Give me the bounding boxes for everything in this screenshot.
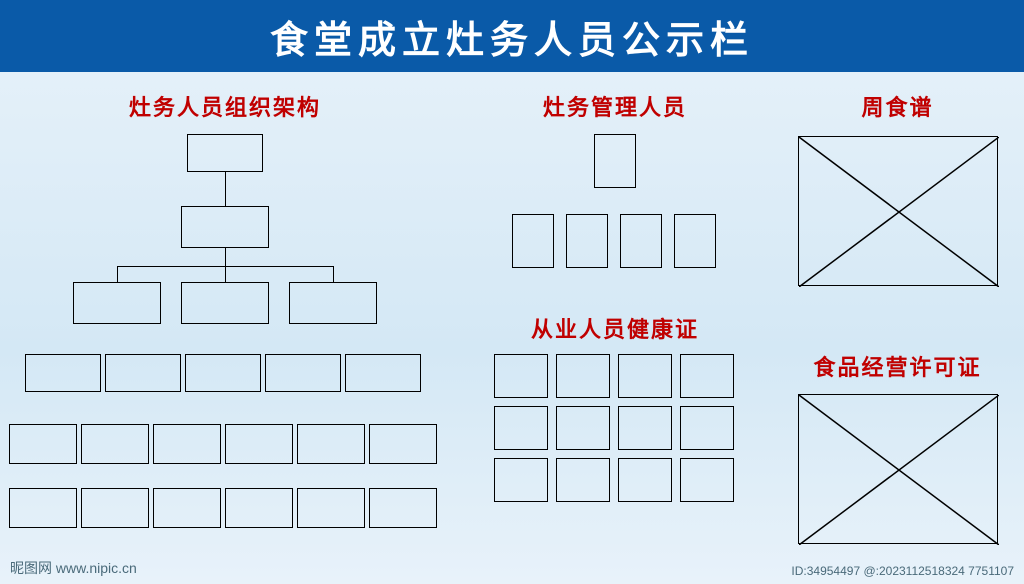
org-title: 灶务人员组织架构 <box>0 90 450 122</box>
org-box-l4 <box>265 354 341 392</box>
menu-placeholder <box>798 136 998 286</box>
health-box <box>556 354 610 398</box>
manager-box <box>566 214 608 268</box>
header-title: 食堂成立灶务人员公示栏 <box>270 9 754 64</box>
managers-grid <box>480 134 750 304</box>
org-box-l6 <box>225 488 293 528</box>
manager-box <box>674 214 716 268</box>
org-box-l2 <box>181 206 269 248</box>
health-box <box>680 458 734 502</box>
license-title: 食品经营许可证 <box>785 350 1010 382</box>
health-grid <box>480 354 750 534</box>
org-box-l5 <box>81 424 149 464</box>
org-box-l1 <box>187 134 263 172</box>
health-box <box>494 458 548 502</box>
manager-box-top <box>594 134 636 188</box>
org-box-l3 <box>73 282 161 324</box>
org-box-l4 <box>185 354 261 392</box>
license-placeholder <box>798 394 998 544</box>
health-box <box>556 458 610 502</box>
org-box-l4 <box>25 354 101 392</box>
org-box-l6 <box>9 488 77 528</box>
footer-meta: ID:34954497 @:2023112518324 7751107 <box>791 564 1014 578</box>
org-box-l6 <box>81 488 149 528</box>
org-box-l3 <box>181 282 269 324</box>
health-box <box>618 458 672 502</box>
health-box <box>556 406 610 450</box>
health-box <box>680 354 734 398</box>
health-box <box>680 406 734 450</box>
org-box-l4 <box>105 354 181 392</box>
manager-box <box>620 214 662 268</box>
org-chart-canvas <box>0 134 450 554</box>
section-managers: 灶务管理人员 <box>480 90 750 304</box>
header-bar: 食堂成立灶务人员公示栏 <box>0 0 1024 72</box>
health-box <box>494 354 548 398</box>
org-box-l5 <box>153 424 221 464</box>
section-org-chart: 灶务人员组织架构 <box>0 90 450 554</box>
x-icon <box>799 395 999 545</box>
footer-site: 昵图网 www.nipic.cn <box>10 558 137 578</box>
org-box-l6 <box>153 488 221 528</box>
health-box <box>618 354 672 398</box>
health-box <box>618 406 672 450</box>
org-box-l5 <box>369 424 437 464</box>
org-box-l5 <box>225 424 293 464</box>
org-box-l5 <box>9 424 77 464</box>
section-license: 食品经营许可证 <box>785 350 1010 544</box>
x-icon <box>799 137 999 287</box>
org-box-l6 <box>369 488 437 528</box>
section-health: 从业人员健康证 <box>480 312 750 534</box>
health-box <box>494 406 548 450</box>
manager-box <box>512 214 554 268</box>
org-box-l6 <box>297 488 365 528</box>
managers-title: 灶务管理人员 <box>480 90 750 122</box>
section-menu: 周食谱 <box>785 90 1010 286</box>
org-box-l3 <box>289 282 377 324</box>
health-title: 从业人员健康证 <box>480 312 750 344</box>
menu-title: 周食谱 <box>785 90 1010 122</box>
org-box-l4 <box>345 354 421 392</box>
org-box-l5 <box>297 424 365 464</box>
